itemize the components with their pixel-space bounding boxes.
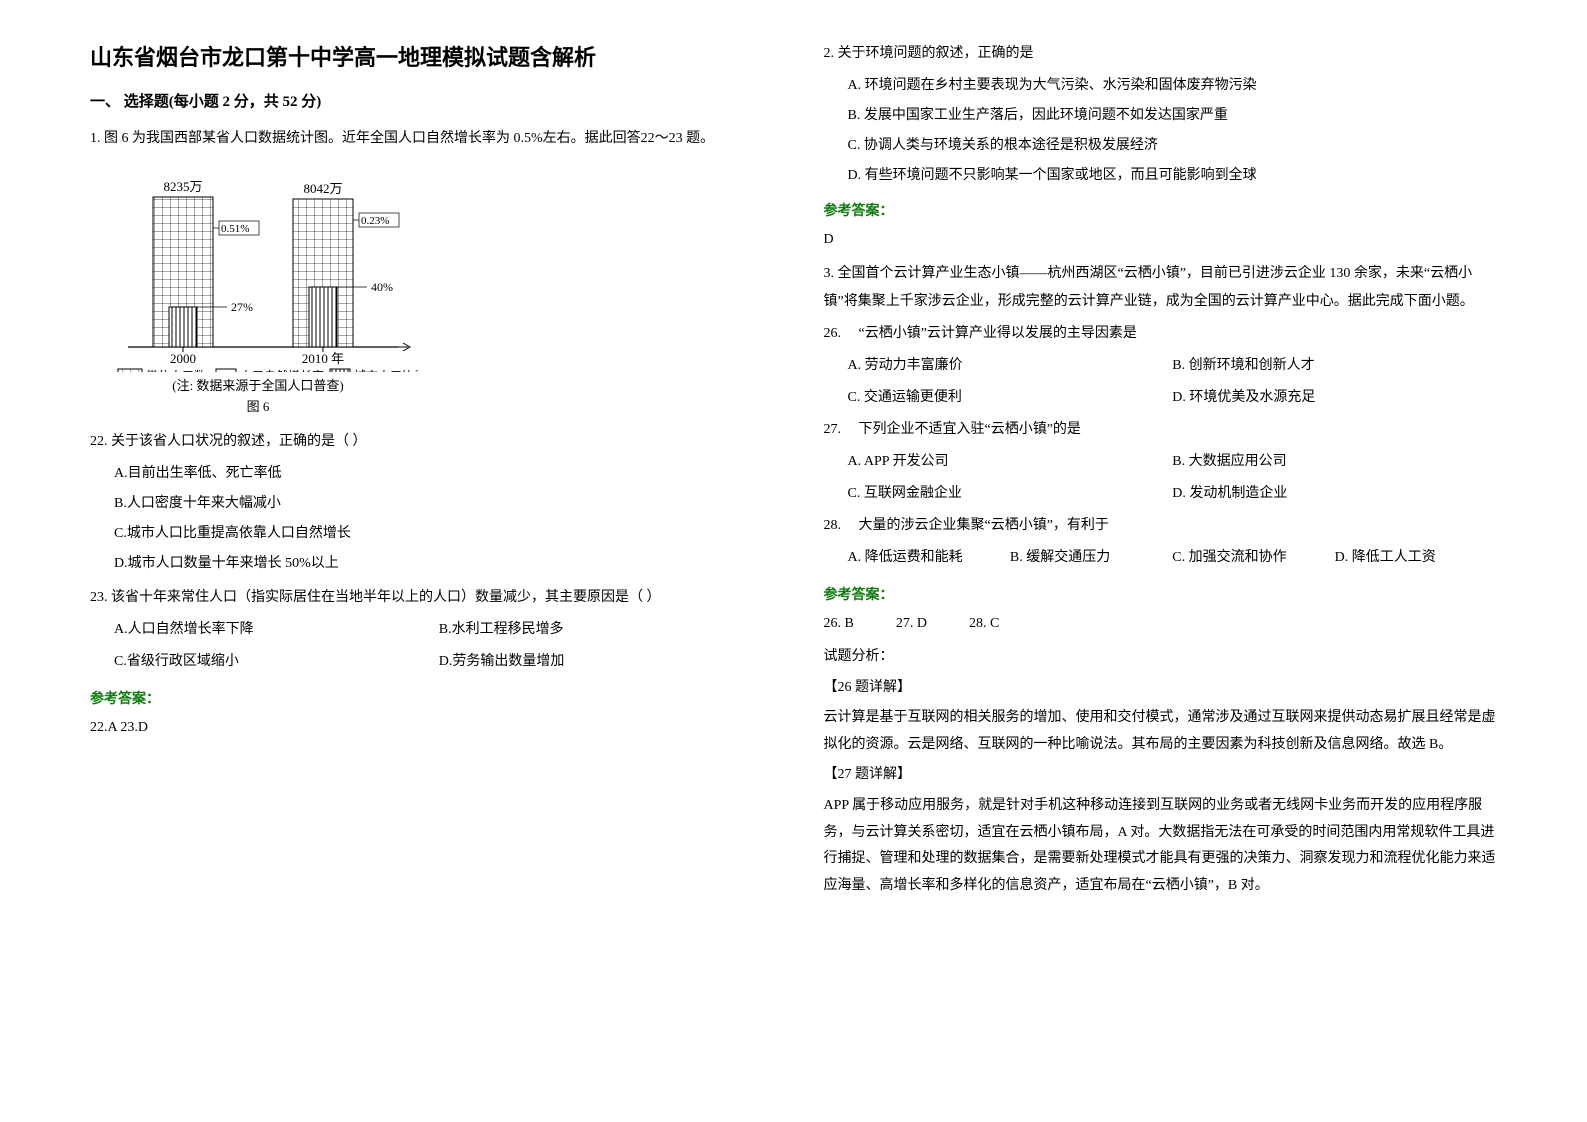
svg-text:城市人口比重: 城市人口比重: [354, 368, 418, 372]
section-heading: 一、 选择题(每小题 2 分，共 52 分): [90, 90, 764, 111]
a27-head: 【27 题详解】: [824, 762, 1498, 789]
q23-stem: 23. 该省十年来常住人口（指实际居住在当地半年以上的人口）数量减少，其主要原因…: [90, 584, 764, 612]
a26-head: 【26 题详解】: [824, 675, 1498, 702]
q2-answer: D: [824, 226, 1498, 254]
q2-opt-c: C. 协调人类与环境关系的根本途径是积极发展经济: [848, 132, 1498, 160]
q22-opt-d: D.城市人口数量十年来增长 50%以上: [114, 550, 764, 578]
q23-opt-d: D.劳务输出数量增加: [439, 648, 764, 676]
q22-opt-c: C.城市人口比重提高依靠人口自然增长: [114, 520, 764, 548]
q23-opt-b: B.水利工程移民增多: [439, 616, 764, 644]
q23-opt-c: C.省级行政区域缩小: [114, 648, 439, 676]
figure-note: (注: 数据来源于全国人口普查): [98, 376, 418, 397]
q2-opt-d: D. 有些环境问题不只影响某一个国家或地区，而且可能影响到全球: [848, 162, 1498, 190]
a26-body: 云计算是基于互联网的相关服务的增加、使用和交付模式，通常涉及通过互联网来提供动态…: [824, 705, 1498, 758]
q26-opt-d: D. 环境优美及水源充足: [1172, 384, 1497, 412]
q26-opt-row-1: A. 劳动力丰富廉价 B. 创新环境和创新人才: [848, 352, 1498, 380]
q27-opt-row-2: C. 互联网金融企业 D. 发动机制造企业: [848, 480, 1498, 508]
q22-opt-b: B.人口密度十年来大幅减小: [114, 490, 764, 518]
left-column: 山东省烟台市龙口第十中学高一地理模拟试题含解析 一、 选择题(每小题 2 分，共…: [60, 40, 794, 1082]
svg-text:2000: 2000: [170, 351, 196, 366]
q28-opt-b: B. 缓解交通压力: [1010, 544, 1172, 572]
q28-stem: 28. 大量的涉云企业集聚“云栖小镇”，有利于: [824, 512, 1498, 540]
q1-stem: 1. 图 6 为我国西部某省人口数据统计图。近年全国人口自然增长率为 0.5%左…: [90, 125, 764, 153]
q26-stem: 26. “云栖小镇”云计算产业得以发展的主导因素是: [824, 320, 1498, 348]
q3-stem: 3. 全国首个云计算产业生态小镇——杭州西湖区“云栖小镇”，目前已引进涉云企业 …: [824, 260, 1498, 316]
q28-opt-c: C. 加强交流和协作: [1172, 544, 1334, 572]
right-column: 2. 关于环境问题的叙述，正确的是 A. 环境问题在乡村主要表现为大气污染、水污…: [794, 40, 1528, 1082]
q22-opt-a: A.目前出生率低、死亡率低: [114, 460, 764, 488]
svg-text:40%: 40%: [371, 280, 393, 294]
q27-opt-row-1: A. APP 开发公司 B. 大数据应用公司: [848, 448, 1498, 476]
q28-opt-d: D. 降低工人工资: [1335, 544, 1497, 572]
q22-23-answer: 22.A 23.D: [90, 714, 764, 742]
svg-text:人口自然增长率: 人口自然增长率: [240, 368, 324, 372]
ref-label-3: 参考答案：: [824, 584, 1498, 604]
q26-opt-c: C. 交通运输更便利: [848, 384, 1173, 412]
svg-text:常住人口数: 常住人口数: [146, 368, 206, 372]
ref-label-2: 参考答案：: [824, 200, 1498, 220]
figure-label: 图 6: [98, 397, 418, 418]
q28-opt-row: A. 降低运费和能耗 B. 缓解交通压力 C. 加强交流和协作 D. 降低工人工…: [848, 544, 1498, 572]
q23-opt-row-1: A.人口自然增长率下降 B.水利工程移民增多: [114, 616, 764, 644]
q3-answers: 26. B 27. D 28. C: [824, 610, 1498, 638]
a27-body: APP 属于移动应用服务，就是针对手机这种移动连接到互联网的业务或者无线网卡业务…: [824, 793, 1498, 899]
q23-opt-row-2: C.省级行政区域缩小 D.劳务输出数量增加: [114, 648, 764, 676]
page-title: 山东省烟台市龙口第十中学高一地理模拟试题含解析: [90, 40, 764, 72]
q27-opt-c: C. 互联网金融企业: [848, 480, 1173, 508]
q28-opt-a: A. 降低运费和能耗: [848, 544, 1010, 572]
chart-svg: 8235万 8042万 27% 40% 0.51% 0.23% 2000 2010 年常住人口…: [98, 167, 418, 372]
q27-opt-d: D. 发动机制造企业: [1172, 480, 1497, 508]
q2-opt-b: B. 发展中国家工业生产落后，因此环境问题不如发达国家严重: [848, 102, 1498, 130]
q27-opt-b: B. 大数据应用公司: [1172, 448, 1497, 476]
q26-opt-a: A. 劳动力丰富廉价: [848, 352, 1173, 380]
q2-stem: 2. 关于环境问题的叙述，正确的是: [824, 40, 1498, 68]
q26-opt-row-2: C. 交通运输更便利 D. 环境优美及水源充足: [848, 384, 1498, 412]
q2-opt-a: A. 环境问题在乡村主要表现为大气污染、水污染和固体废弃物污染: [848, 72, 1498, 100]
svg-text:0.51%: 0.51%: [221, 223, 249, 235]
svg-text:27%: 27%: [231, 300, 253, 314]
svg-text:8042万: 8042万: [303, 181, 342, 196]
svg-text:0.23%: 0.23%: [361, 215, 389, 227]
q23-opt-a: A.人口自然增长率下降: [114, 616, 439, 644]
ref-label-1: 参考答案：: [90, 688, 764, 708]
q27-opt-a: A. APP 开发公司: [848, 448, 1173, 476]
analysis-label: 试题分析：: [824, 644, 1498, 671]
q26-opt-b: B. 创新环境和创新人才: [1172, 352, 1497, 380]
figure-6-chart: 8235万 8042万 27% 40% 0.51% 0.23% 2000 2010 年常住人口…: [98, 167, 764, 372]
svg-text:8235万: 8235万: [163, 179, 202, 194]
q27-stem: 27. 下列企业不适宜入驻“云栖小镇”的是: [824, 416, 1498, 444]
q22-stem: 22. 关于该省人口状况的叙述，正确的是（ ）: [90, 428, 764, 456]
svg-text:2010 年: 2010 年: [302, 351, 344, 366]
